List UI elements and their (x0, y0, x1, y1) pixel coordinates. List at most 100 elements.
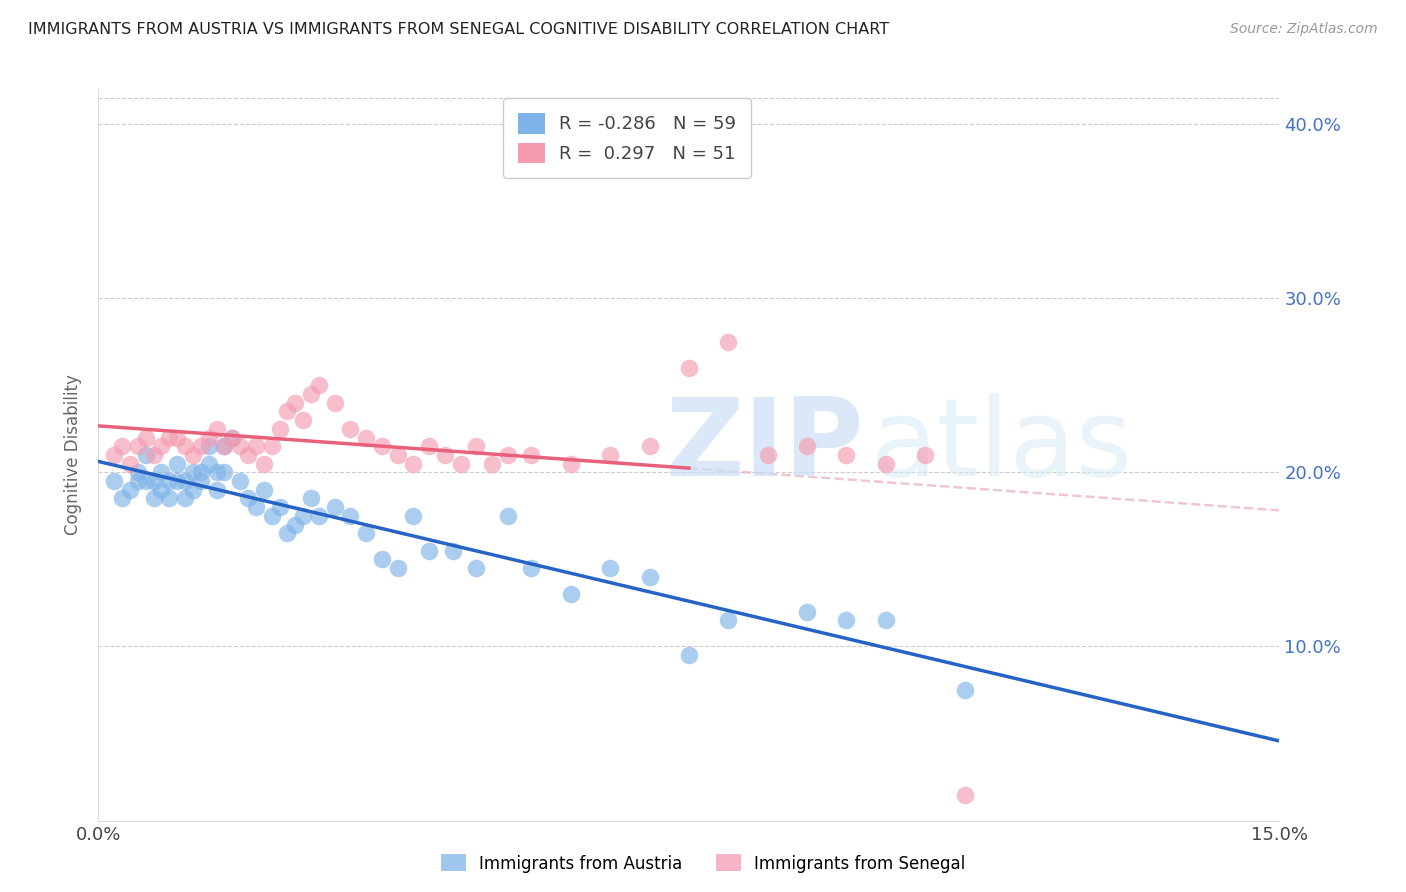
Point (299, 387, 322, 401)
Point (181, 483, 204, 497)
Point (245, 500, 267, 515)
Point (127, 466, 149, 480)
Point (292, 508, 315, 523)
Point (599, 561, 621, 575)
Point (174, 474, 197, 488)
Point (260, 508, 283, 523)
Text: atlas: atlas (870, 393, 1132, 500)
Point (481, 457, 503, 471)
Point (157, 491, 180, 506)
Point (190, 439, 212, 453)
Point (157, 474, 180, 488)
Point (157, 430, 180, 444)
Point (308, 378, 330, 392)
Point (103, 474, 125, 488)
Point (190, 474, 212, 488)
Point (127, 474, 149, 488)
Point (205, 483, 228, 497)
Point (465, 561, 488, 575)
Point (387, 448, 409, 462)
Point (402, 457, 425, 471)
Point (299, 491, 322, 506)
Point (229, 474, 252, 488)
Point (717, 613, 740, 627)
Point (953, 683, 976, 698)
Point (103, 448, 125, 462)
Point (269, 500, 291, 515)
Point (953, 788, 976, 802)
Point (111, 439, 134, 453)
Legend: R = -0.286   N = 59, R =  0.297   N = 51: R = -0.286 N = 59, R = 0.297 N = 51 (503, 98, 751, 178)
Point (638, 439, 661, 453)
Text: Source: ZipAtlas.com: Source: ZipAtlas.com (1230, 22, 1378, 37)
Point (875, 613, 897, 627)
Point (197, 439, 219, 453)
Point (197, 430, 219, 444)
Point (118, 457, 141, 471)
Point (323, 395, 346, 409)
Point (339, 508, 361, 523)
Point (678, 360, 700, 375)
Point (496, 508, 519, 523)
Point (678, 648, 700, 663)
Point (118, 483, 141, 497)
Legend: Immigrants from Austria, Immigrants from Senegal: Immigrants from Austria, Immigrants from… (434, 847, 972, 880)
Point (284, 517, 307, 532)
Point (402, 508, 425, 523)
Point (418, 543, 440, 558)
Point (465, 439, 488, 453)
Point (756, 448, 779, 462)
Point (214, 439, 236, 453)
Point (181, 448, 204, 462)
Point (221, 430, 243, 444)
Point (835, 448, 858, 462)
Point (197, 457, 219, 471)
Point (599, 448, 621, 462)
Point (181, 466, 204, 480)
Point (166, 457, 188, 471)
Point (236, 448, 259, 462)
Point (214, 439, 236, 453)
Point (520, 561, 543, 575)
Point (142, 474, 165, 488)
Point (496, 448, 519, 462)
Point (433, 448, 456, 462)
Point (354, 430, 377, 444)
Point (717, 334, 740, 349)
Point (142, 491, 165, 506)
Point (638, 570, 661, 584)
Point (253, 457, 276, 471)
Point (796, 439, 818, 453)
Text: ZIP: ZIP (665, 393, 863, 500)
Point (166, 430, 188, 444)
Point (150, 483, 173, 497)
Point (560, 587, 582, 601)
Point (796, 605, 818, 619)
Point (236, 491, 259, 506)
Point (135, 448, 157, 462)
Point (835, 613, 858, 627)
Point (292, 413, 315, 427)
Point (174, 439, 197, 453)
Point (111, 491, 134, 506)
Point (284, 395, 307, 409)
Point (875, 457, 897, 471)
Point (260, 439, 283, 453)
Point (371, 439, 394, 453)
Point (450, 457, 472, 471)
Point (269, 422, 291, 436)
Point (914, 448, 936, 462)
Point (253, 483, 276, 497)
Point (221, 430, 243, 444)
Point (323, 500, 346, 515)
Text: IMMIGRANTS FROM AUSTRIA VS IMMIGRANTS FROM SENEGAL COGNITIVE DISABILITY CORRELAT: IMMIGRANTS FROM AUSTRIA VS IMMIGRANTS FR… (28, 22, 889, 37)
Point (166, 474, 188, 488)
Point (339, 422, 361, 436)
Point (135, 430, 157, 444)
Point (214, 466, 236, 480)
Point (308, 508, 330, 523)
Point (150, 466, 173, 480)
Point (245, 439, 267, 453)
Point (520, 448, 543, 462)
Point (127, 439, 149, 453)
